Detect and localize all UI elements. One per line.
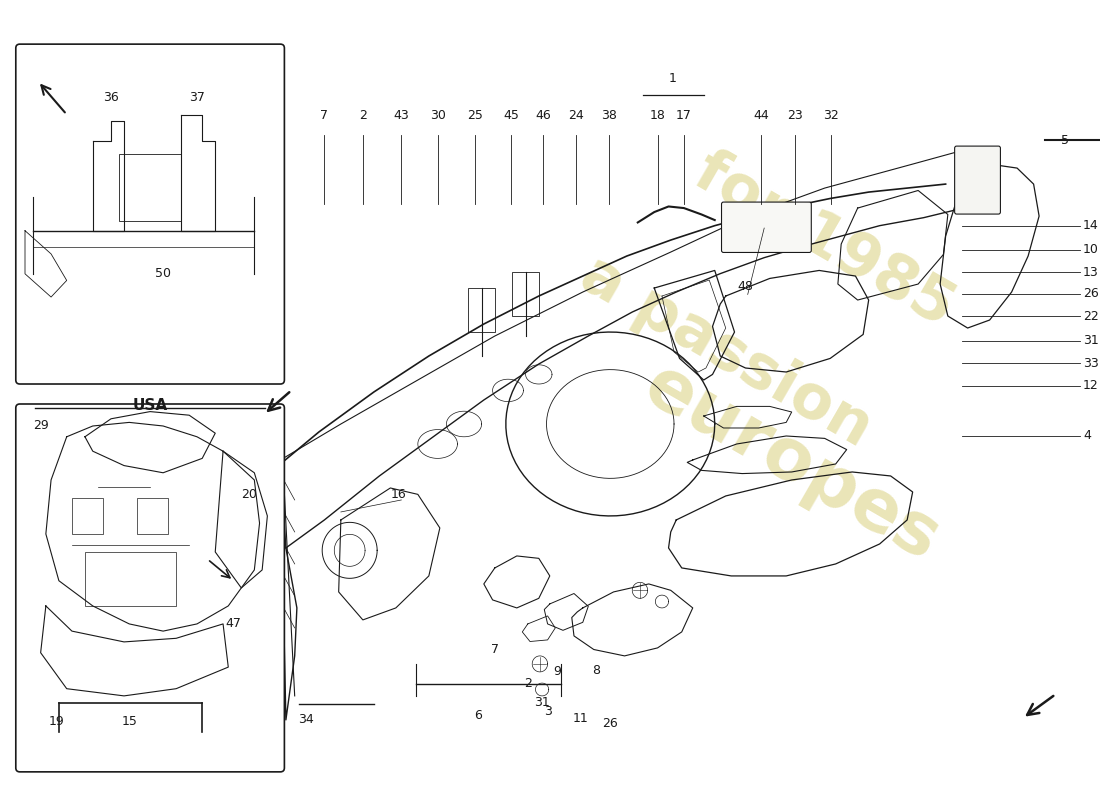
Text: 50: 50 <box>155 267 172 280</box>
Text: 5: 5 <box>1062 134 1069 146</box>
Text: 26: 26 <box>603 718 618 730</box>
Text: 15: 15 <box>121 714 138 727</box>
Text: 7: 7 <box>491 643 498 656</box>
Text: 3: 3 <box>543 706 551 718</box>
Text: 38: 38 <box>602 109 617 122</box>
Text: 36: 36 <box>103 91 119 105</box>
Text: 13: 13 <box>1084 266 1099 278</box>
Text: 20: 20 <box>241 488 257 501</box>
Text: 6: 6 <box>474 710 482 722</box>
Text: 4: 4 <box>1084 430 1091 442</box>
Text: 10: 10 <box>1084 243 1099 256</box>
Text: europes: europes <box>631 352 952 576</box>
Text: 23: 23 <box>788 109 803 122</box>
Bar <box>119 154 182 221</box>
Text: 30: 30 <box>430 109 446 122</box>
Text: 7: 7 <box>320 109 329 122</box>
Text: 32: 32 <box>824 109 839 122</box>
Text: 44: 44 <box>754 109 769 122</box>
Text: 34: 34 <box>298 714 314 726</box>
Text: 17: 17 <box>676 109 692 122</box>
Text: 26: 26 <box>1084 287 1099 300</box>
Text: 2: 2 <box>524 678 531 690</box>
Text: 22: 22 <box>1084 310 1099 322</box>
Text: 11: 11 <box>573 712 588 725</box>
Bar <box>72 498 103 534</box>
FancyBboxPatch shape <box>15 404 285 772</box>
Text: 31: 31 <box>1084 334 1099 347</box>
Text: 9: 9 <box>553 666 561 678</box>
Text: USA: USA <box>132 398 167 413</box>
Bar <box>85 552 176 606</box>
Text: 8: 8 <box>592 664 600 677</box>
Text: 16: 16 <box>390 488 406 501</box>
Text: a passion: a passion <box>570 245 882 459</box>
FancyBboxPatch shape <box>722 202 812 253</box>
FancyBboxPatch shape <box>955 146 1000 214</box>
Text: 14: 14 <box>1084 219 1099 232</box>
Text: 37: 37 <box>189 91 205 105</box>
Text: 2: 2 <box>359 109 366 122</box>
Text: 12: 12 <box>1084 379 1099 392</box>
Text: 33: 33 <box>1084 357 1099 370</box>
Text: 31: 31 <box>535 696 550 709</box>
Text: 18: 18 <box>650 109 666 122</box>
FancyBboxPatch shape <box>15 44 285 384</box>
Text: for 1985: for 1985 <box>684 142 965 338</box>
Bar <box>138 498 168 534</box>
Text: 46: 46 <box>536 109 551 122</box>
Text: 1: 1 <box>669 72 676 85</box>
Text: 25: 25 <box>468 109 483 122</box>
Text: 29: 29 <box>33 419 48 433</box>
Text: 19: 19 <box>48 714 64 727</box>
Text: 48: 48 <box>738 280 754 293</box>
Bar <box>513 272 539 316</box>
Text: 47: 47 <box>226 618 241 630</box>
Bar <box>469 288 495 332</box>
Text: 24: 24 <box>569 109 584 122</box>
Text: 45: 45 <box>504 109 519 122</box>
Text: 43: 43 <box>394 109 409 122</box>
